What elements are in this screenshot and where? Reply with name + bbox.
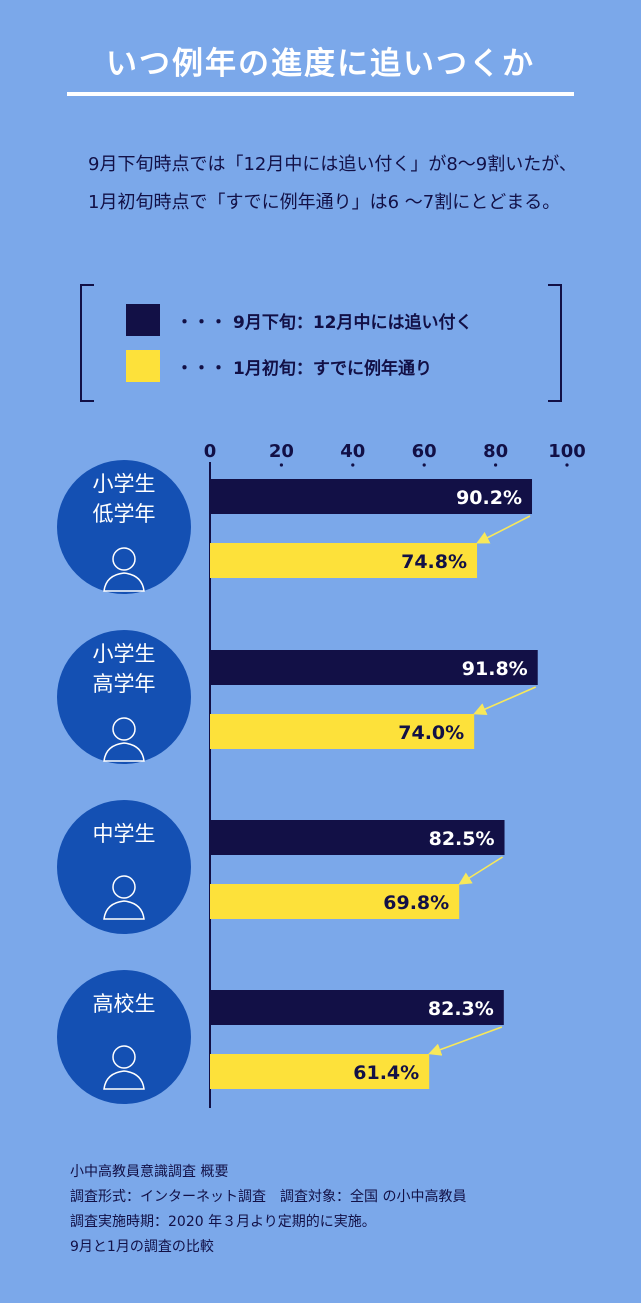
data-label-september: 91.8% <box>462 658 528 680</box>
x-tick-dot <box>494 463 498 467</box>
bar-january <box>210 1054 430 1089</box>
legend-item-january: ・・・ 1月初旬：すでに例年通り <box>126 350 432 382</box>
boy-icon <box>103 717 145 762</box>
data-label-september: 90.2% <box>456 487 522 509</box>
bar-september <box>210 990 504 1025</box>
x-tick-label: 20 <box>269 441 294 462</box>
x-tick-label: 80 <box>483 441 508 462</box>
bar-january <box>210 714 475 749</box>
change-arrow <box>458 856 503 885</box>
x-tick-dot <box>351 463 355 467</box>
bar-september <box>210 650 538 685</box>
data-label-january: 69.8% <box>383 892 449 914</box>
legend: ・・・ 9月下旬：12月中には追い付く ・・・ 1月初旬：すでに例年通り <box>80 284 562 402</box>
x-tick-label: 100 <box>548 441 586 462</box>
legend-label: 9月下旬：12月中には追い付く <box>233 312 473 333</box>
legend-swatch-navy <box>126 304 160 336</box>
bar-january <box>210 543 478 578</box>
change-arrow <box>476 515 531 544</box>
change-arrow <box>428 1026 503 1056</box>
person-outline <box>112 875 136 899</box>
data-label-september: 82.3% <box>428 998 494 1020</box>
person-outline <box>112 717 136 741</box>
category-label: 小学生 <box>93 642 156 666</box>
category-label: 高校生 <box>93 992 156 1016</box>
x-tick-dot <box>422 463 426 467</box>
x-tick-label: 0 <box>204 441 217 462</box>
legend-marker: ・・・ <box>176 312 227 333</box>
legend-marker: ・・・ <box>176 358 227 379</box>
girl-icon <box>103 547 145 592</box>
category-circle <box>57 460 191 594</box>
category-circle <box>57 630 191 764</box>
category-label: 小学生 <box>93 472 156 496</box>
category-label: 中学生 <box>93 822 156 846</box>
person-outline <box>103 742 145 762</box>
intro-text: 9月下旬時点では「12月中には追い付く」が8〜9割いたが、1月初旬時点で「すでに… <box>88 154 577 213</box>
data-label-september: 82.5% <box>429 828 495 850</box>
bar-september <box>210 479 533 514</box>
category-circle <box>57 800 191 934</box>
person-outline <box>103 1070 145 1090</box>
page-title: いつ例年の進度に追いつくか <box>106 46 535 82</box>
person-outline <box>103 572 145 592</box>
category-label: 高学年 <box>93 672 156 696</box>
legend-swatch-yellow <box>126 350 160 382</box>
bar-january <box>210 884 460 919</box>
data-label-january: 74.8% <box>401 551 467 573</box>
change-arrow <box>473 686 537 716</box>
data-label-january: 61.4% <box>353 1062 419 1084</box>
category-circle <box>57 970 191 1104</box>
legend-item-september: ・・・ 9月下旬：12月中には追い付く <box>126 304 473 336</box>
legend-bracket-left <box>80 284 94 402</box>
footer-notes: 小中高教員意識調査 概要 調査形式：インターネット調査 調査対象：全国 の小中高… <box>70 1160 610 1260</box>
girl-long-hair-icon <box>103 875 145 920</box>
category-label: 低学年 <box>93 502 156 526</box>
x-tick-dot <box>279 463 283 467</box>
person-outline <box>112 547 136 571</box>
person-outline <box>103 900 145 920</box>
legend-bracket-right <box>548 284 562 402</box>
data-label-january: 74.0% <box>398 722 464 744</box>
footer-line: 9月と1月の調査の比較 <box>70 1239 214 1255</box>
x-tick-label: 60 <box>412 441 437 462</box>
legend-label: 1月初旬：すでに例年通り <box>233 358 432 379</box>
x-tick-dot <box>565 463 569 467</box>
bar-september <box>210 820 505 855</box>
footer-line: 小中高教員意識調査 概要 <box>70 1164 229 1180</box>
person-outline <box>112 1045 136 1069</box>
footer-line: 調査形式：インターネット調査 調査対象：全国 の小中高教員 <box>70 1189 467 1205</box>
x-tick-label: 40 <box>340 441 365 462</box>
footer-line: 調査実施時期：2020 年３月より定期的に実施。 <box>70 1214 376 1230</box>
title-underline <box>67 92 574 96</box>
high-school-boy-icon <box>103 1045 145 1090</box>
